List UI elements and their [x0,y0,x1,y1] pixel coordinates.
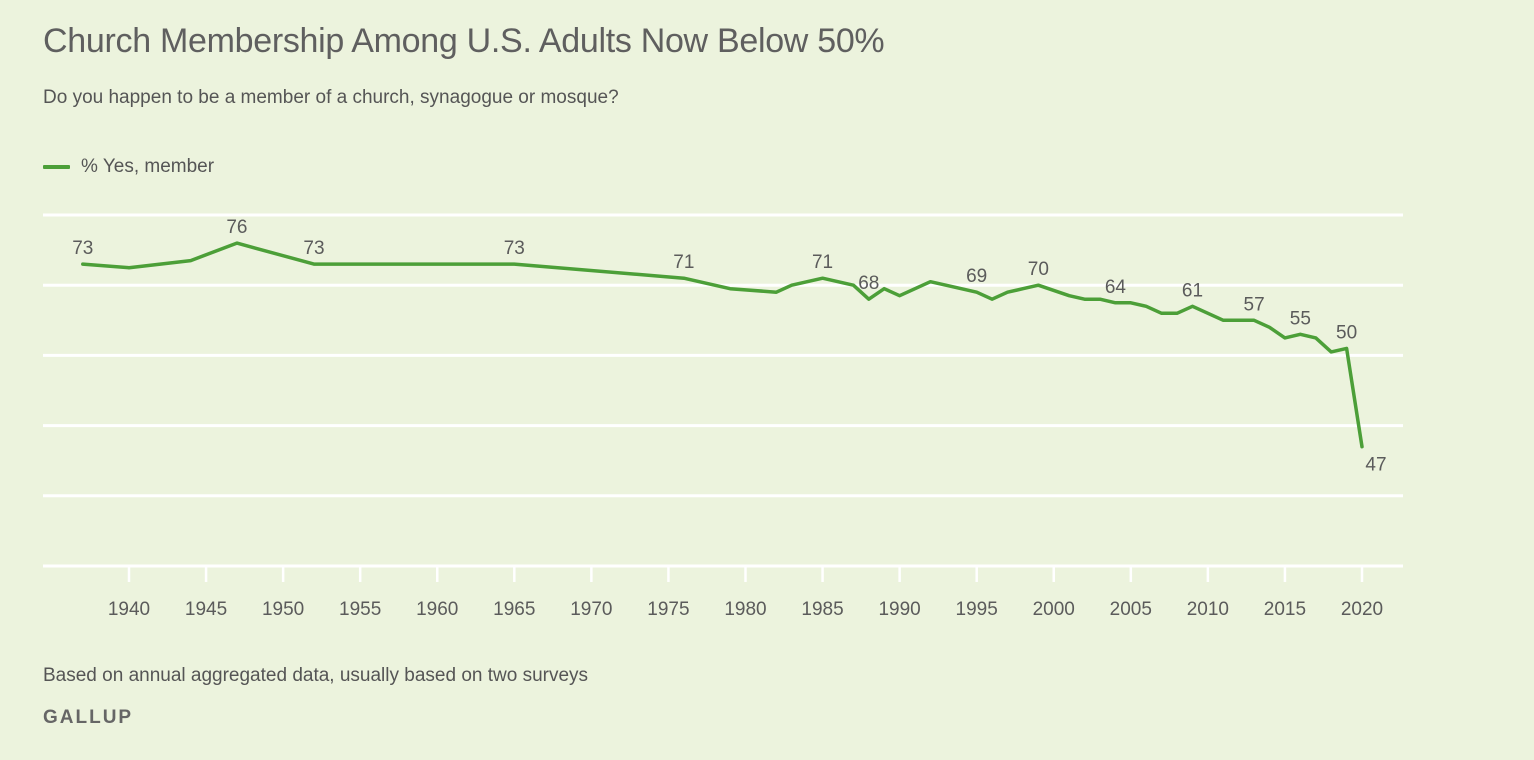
x-axis-ticks: 1940 1945 1950 1955 1960 1965 1970 1975 1980 1985… [108,566,1383,620]
data-label: 76 [226,217,247,238]
x-tick-label: 2020 [1341,599,1383,620]
data-label: 70 [1028,259,1049,280]
data-label: 73 [72,238,93,259]
x-tick-label: 1940 [108,599,150,620]
x-tick-label: 1955 [339,599,381,620]
x-tick-label: 2005 [1110,599,1152,620]
data-labels: 73 76 73 73 71 71 68 69 70 64 61 57 55 50 47 [72,217,1386,476]
data-label: 55 [1290,308,1311,329]
series-line [81,241,1364,449]
x-tick-label: 2015 [1264,599,1306,620]
data-label: 73 [504,238,525,259]
data-label: 71 [673,252,694,273]
chart-subtitle: Do you happen to be a member of a church… [43,87,619,108]
x-tick-label: 2010 [1187,599,1229,620]
x-tick-label: 1970 [570,599,612,620]
legend-line-swatch [43,165,70,169]
data-label: 61 [1182,280,1203,301]
data-label: 68 [858,273,879,294]
series-line-layer [81,241,1364,449]
x-tick-label: 1945 [185,599,227,620]
data-label: 71 [812,252,833,273]
x-tick-label: 1990 [878,599,920,620]
source-logo: GALLUP [43,707,134,728]
x-tick-label: 1960 [416,599,458,620]
x-tick-label: 1985 [801,599,843,620]
x-tick-label: 1975 [647,599,689,620]
x-tick-label: 1965 [493,599,535,620]
data-label: 69 [966,266,987,287]
chart-title: Church Membership Among U.S. Adults Now … [43,22,885,60]
x-tick-label: 1995 [956,599,998,620]
legend: % Yes, member [43,156,214,178]
chart-note: Based on annual aggregated data, usually… [43,665,589,686]
data-label: 47 [1365,455,1386,476]
legend-label: % Yes, member [81,156,215,177]
data-label: 50 [1336,322,1357,343]
data-label: 57 [1244,294,1265,315]
x-tick-label: 1950 [262,599,304,620]
gridlines [43,213,1403,568]
data-label: 64 [1105,277,1127,298]
data-label: 73 [303,238,324,259]
x-tick-label: 2000 [1033,599,1075,620]
x-tick-label: 1980 [724,599,766,620]
